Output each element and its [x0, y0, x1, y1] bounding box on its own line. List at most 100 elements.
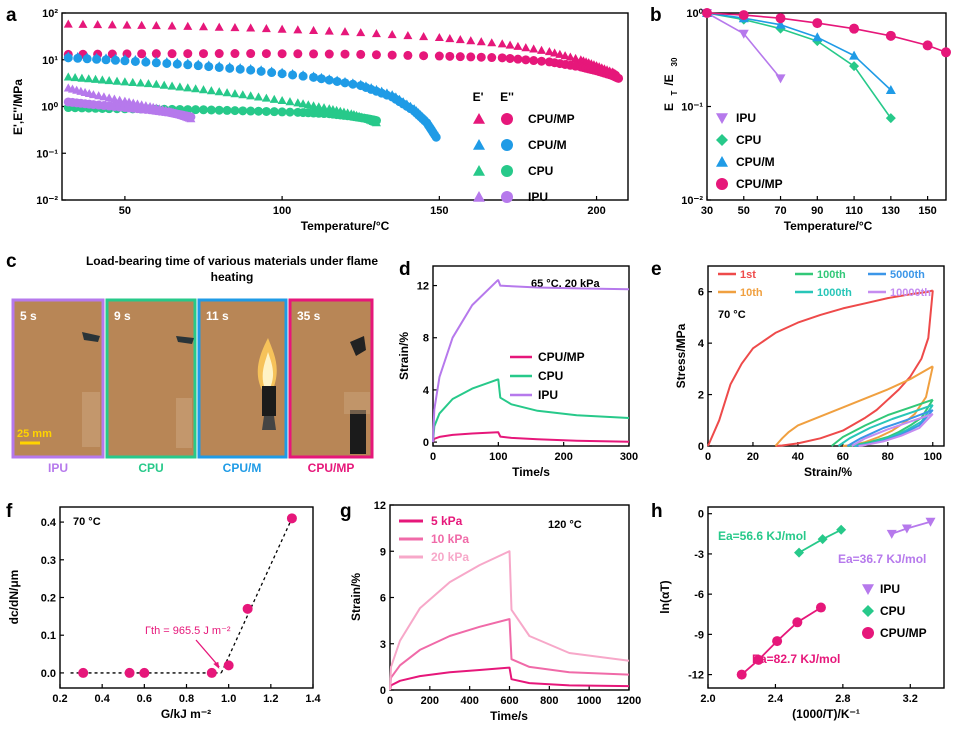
x-tick-label-a: 200 [587, 205, 605, 217]
plot-frame-h [707, 506, 945, 689]
y-axis-label-b: /E [662, 74, 676, 85]
legend-marker-a [473, 165, 485, 176]
data-point-a [104, 93, 114, 102]
data-point-a [183, 21, 193, 30]
data-point-b [849, 23, 860, 34]
panel-letter-f: f [6, 501, 13, 522]
threshold-arrow-f [195, 639, 220, 668]
plot-frame-f [59, 506, 314, 689]
panel-letter-d: d [399, 259, 411, 280]
y-tick-label-a: 10⁻² [36, 195, 58, 207]
x-tick-label-g: 800 [540, 695, 558, 707]
data-point-a [340, 27, 350, 36]
data-point-h [772, 636, 783, 647]
x-tick-label-e: 0 [705, 451, 711, 463]
data-point-a [137, 49, 147, 59]
photo-cpump-time: 35 s [297, 309, 321, 323]
legend-label-e: 1000th [817, 287, 852, 299]
data-point-a [309, 49, 319, 59]
data-point-a [324, 26, 334, 35]
data-point-a [238, 90, 248, 99]
legend-marker-h [862, 605, 874, 617]
data-point-a [298, 71, 308, 81]
series-line-b [706, 12, 892, 91]
x-tick-label-f: 0.6 [137, 693, 152, 705]
legend-label-e: 10000th [890, 287, 931, 299]
x-tick-label-h: 2.4 [768, 693, 784, 705]
y-tick-label-b: 10⁻² [681, 195, 703, 207]
data-point-a [206, 105, 216, 115]
data-point-a [246, 106, 256, 116]
data-point-a [214, 22, 224, 31]
data-point-a [293, 49, 303, 59]
fit-line-h [891, 520, 931, 535]
x-tick-label-b: 110 [845, 205, 863, 217]
series-unloading-e [858, 413, 934, 447]
data-point-a [214, 105, 224, 115]
data-point-a [340, 49, 350, 59]
x-tick-label-d: 200 [554, 451, 572, 463]
x-axis-label-f: G/kJ m⁻² [161, 707, 211, 721]
legend-label-e: 100th [817, 269, 846, 281]
data-point-a [115, 95, 125, 104]
series-loading-e [830, 398, 934, 447]
data-point-a [298, 99, 308, 108]
fit-line-slope-f [220, 518, 293, 674]
data-point-a [246, 23, 256, 32]
legend-marker-a [501, 113, 513, 125]
data-point-a [487, 53, 497, 63]
data-point-b [849, 61, 860, 72]
x-tick-label-e: 80 [882, 451, 894, 463]
data-point-a [256, 66, 266, 76]
series-line-g [389, 666, 630, 691]
data-point-a [285, 107, 295, 117]
series-loading-e [851, 412, 934, 447]
data-point-a [122, 20, 132, 29]
data-point-a [434, 51, 444, 61]
y-tick-label-a: 10¹ [42, 55, 58, 67]
y-tick-label-f: 0.2 [41, 593, 56, 605]
data-point-a [104, 75, 114, 85]
data-point-h [753, 654, 764, 665]
legend-label-a: CPU/M [528, 138, 567, 152]
data-point-a [371, 116, 381, 126]
annotation-g: 120 °C [548, 519, 582, 531]
data-point-b [922, 40, 933, 51]
y-tick-label-e: 0 [698, 441, 704, 453]
data-point-a [84, 74, 94, 83]
legend-marker-a [473, 113, 485, 124]
data-point-b [812, 18, 823, 29]
y-tick-label-e: 2 [698, 390, 704, 402]
series-line-b [706, 12, 947, 54]
photo-ipu-time: 5 s [20, 309, 37, 323]
photo-cpump: 35 s CPU/MP [288, 298, 374, 475]
data-point-a [309, 25, 319, 34]
legend-label-a: IPU [528, 190, 548, 204]
data-point-b [775, 19, 786, 29]
y-tick-label-h: -12 [688, 670, 704, 682]
data-point-a [529, 56, 539, 66]
data-point-a [293, 98, 303, 107]
data-point-a [261, 93, 271, 102]
data-point-a [136, 78, 146, 87]
series-loading-e [846, 409, 934, 447]
data-point-a [151, 21, 161, 30]
legend-label-g: 10 kPa [431, 532, 469, 546]
y-tick-label-b: 10⁰ [686, 8, 703, 20]
data-point-b [885, 113, 896, 124]
data-point-a [277, 107, 287, 117]
data-point-a [112, 76, 122, 85]
data-point-a [183, 49, 193, 59]
data-point-b [738, 10, 749, 21]
plot-frame-d [432, 265, 630, 447]
data-point-a [143, 79, 153, 88]
data-point-b [849, 50, 860, 60]
data-point-a [137, 20, 147, 29]
data-point-a [324, 75, 334, 85]
y-tick-label-h: 0 [698, 509, 704, 521]
legend-label-h: IPU [880, 582, 900, 596]
legend-label-b: CPU/M [736, 155, 775, 169]
data-point-h [925, 517, 936, 527]
data-point-a [151, 58, 161, 68]
